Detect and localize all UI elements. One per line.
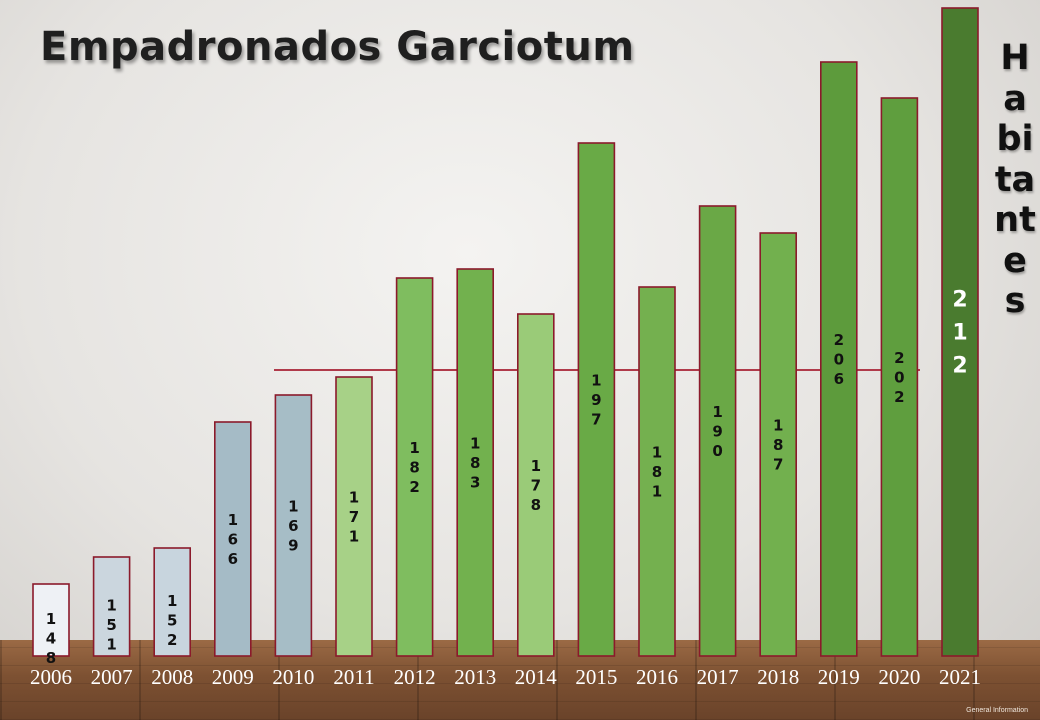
x-tick-label-2008: 2008 [151, 665, 193, 689]
bar-group-2020: 2 0 2 2020 [878, 97, 920, 689]
bar-group-2021: 2 1 2 2021 [939, 7, 981, 689]
bar-2021 [941, 7, 979, 657]
bar-2013 [456, 268, 495, 657]
bar-group-2016: 1 8 1 2016 [636, 286, 678, 689]
bar-group-2019: 2 0 6 2019 [818, 61, 860, 689]
bar-2007 [92, 556, 131, 657]
bar-group-2017: 1 9 0 2017 [697, 205, 739, 689]
bar-2018 [759, 232, 798, 657]
bar-2014 [516, 313, 555, 657]
bar-group-2008: 1 5 2 2008 [151, 547, 193, 689]
x-tick-label-2009: 2009 [212, 665, 254, 689]
bar-2016 [638, 286, 676, 657]
bar-2009 [214, 421, 252, 657]
x-tick-label-2019: 2019 [818, 665, 860, 689]
x-tick-label-2015: 2015 [575, 665, 617, 689]
footer-note: General Information [966, 707, 1028, 714]
x-tick-label-2011: 2011 [333, 665, 374, 689]
x-tick-label-2012: 2012 [394, 665, 436, 689]
bar-group-2013: 1 8 3 2013 [454, 268, 496, 689]
bar-2011 [335, 376, 373, 657]
bar-group-2007: 1 5 1 2007 [91, 556, 133, 689]
bar-2008 [153, 547, 191, 657]
bar-group-2012: 1 8 2 2012 [394, 277, 436, 689]
bar-group-2014: 1 7 8 2014 [515, 313, 558, 689]
chart-title: Empadronados Garciotum [40, 24, 635, 70]
bar-2006 [32, 583, 70, 657]
x-tick-label-2020: 2020 [878, 665, 920, 689]
bar-2017 [698, 205, 737, 657]
bar-2015 [577, 142, 616, 657]
x-tick-label-2021: 2021 [939, 665, 981, 689]
bar-2020 [880, 97, 919, 657]
x-tick-label-2016: 2016 [636, 665, 678, 689]
bar-group-2015: 1 9 7 2015 [575, 142, 617, 689]
bar-2012 [395, 277, 434, 657]
bar-2010 [274, 394, 313, 657]
x-tick-label-2007: 2007 [91, 665, 133, 689]
bar-2019 [819, 61, 858, 657]
bar-group-2011: 1 7 1 2011 [333, 376, 375, 689]
x-tick-label-2006: 2006 [30, 665, 72, 689]
x-tick-label-2013: 2013 [454, 665, 496, 689]
x-tick-label-2017: 2017 [697, 665, 739, 689]
x-tick-label-2018: 2018 [757, 665, 799, 689]
x-tick-label-2014: 2014 [515, 665, 558, 689]
x-tick-label-2010: 2010 [272, 665, 314, 689]
bar-group-2010: 1 6 9 2010 [272, 394, 314, 689]
bar-group-2009: 1 6 6 2009 [212, 421, 254, 689]
y-axis-label: Habitantes [994, 38, 1036, 321]
bar-group-2018: 1 8 7 2018 [757, 232, 799, 689]
